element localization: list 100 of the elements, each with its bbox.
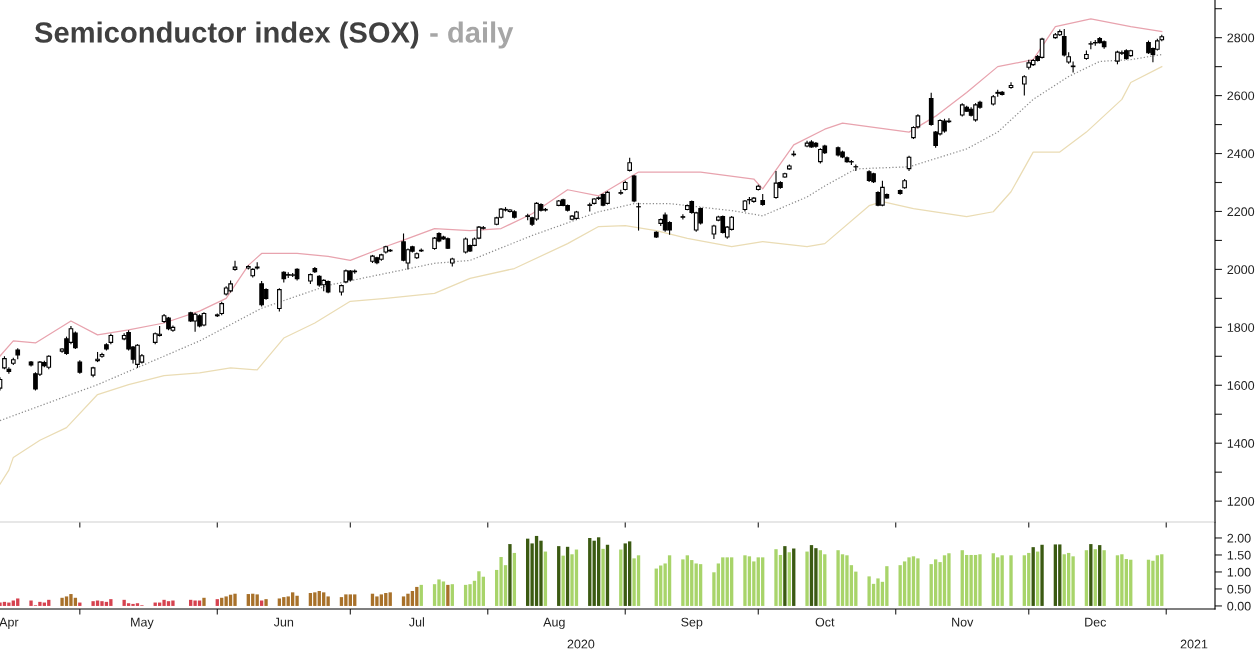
bar	[698, 564, 703, 606]
bar	[588, 537, 592, 606]
bar	[401, 596, 406, 606]
bar	[814, 548, 818, 606]
bar	[7, 602, 11, 606]
bar	[565, 546, 570, 606]
bar	[344, 594, 348, 606]
y-tick-label: 2800	[1227, 33, 1255, 43]
bar	[1115, 555, 1120, 606]
bar	[667, 555, 672, 606]
bar	[809, 545, 814, 606]
bar	[743, 555, 747, 606]
bar	[1009, 555, 1013, 606]
bar	[747, 556, 752, 606]
candlestick	[277, 287, 282, 312]
bar	[375, 596, 379, 606]
text: 2020	[567, 639, 595, 649]
bar	[1120, 554, 1124, 606]
bar	[725, 557, 729, 606]
bar	[942, 555, 947, 606]
bar	[730, 557, 734, 606]
bar	[898, 565, 902, 606]
bar	[69, 594, 73, 606]
bar	[605, 544, 610, 606]
bar	[876, 578, 880, 606]
bar	[135, 603, 140, 606]
bar	[623, 543, 627, 606]
bar	[463, 584, 468, 606]
bar	[162, 599, 166, 606]
bar	[308, 593, 313, 606]
bar	[783, 546, 787, 606]
bar	[592, 540, 596, 606]
y-tick-label: 1400	[1227, 439, 1255, 448]
candlestick	[401, 232, 406, 262]
bar	[1129, 559, 1133, 606]
bar	[570, 554, 574, 606]
bar	[1098, 545, 1102, 606]
bar	[193, 600, 197, 606]
text: Semiconductor index (SOX)	[34, 21, 419, 49]
bar	[761, 557, 765, 606]
bar	[468, 584, 472, 606]
bar	[840, 554, 845, 606]
bar	[867, 576, 871, 606]
candlestick	[534, 201, 539, 222]
bar	[379, 594, 384, 606]
bar	[1155, 555, 1160, 606]
bar	[561, 555, 565, 606]
bar	[291, 592, 295, 606]
bar	[1053, 544, 1058, 606]
bar	[774, 549, 778, 606]
x-tick-label: May	[131, 617, 154, 629]
y-tick-label: 0.00	[1227, 601, 1251, 611]
bar	[171, 600, 175, 606]
bar	[286, 596, 290, 606]
bar	[1084, 550, 1089, 606]
bar	[410, 590, 415, 606]
bar	[933, 559, 938, 606]
bar	[1160, 554, 1164, 606]
bar	[0, 602, 2, 606]
bar	[1031, 547, 1035, 606]
bar	[326, 596, 330, 606]
candlestick	[636, 202, 641, 232]
bar	[246, 594, 250, 606]
bar	[1093, 549, 1097, 606]
x-tick-label: Apr	[0, 617, 19, 629]
bar	[973, 554, 978, 606]
bar	[996, 557, 1000, 606]
bar	[1071, 556, 1075, 606]
text: 2021	[1180, 639, 1208, 649]
y-tick-label: 2600	[1227, 91, 1255, 101]
candlestick	[1021, 74, 1027, 97]
bar	[596, 537, 601, 606]
bar	[539, 540, 543, 606]
y-tick-label: 1.00	[1227, 567, 1251, 577]
bar	[388, 592, 392, 606]
bar	[681, 559, 685, 606]
bar	[317, 590, 321, 606]
bar	[978, 554, 982, 606]
bar	[508, 544, 512, 606]
bar	[836, 550, 840, 606]
bar	[845, 555, 849, 606]
candlestick	[680, 213, 686, 221]
bar	[29, 600, 33, 606]
bar	[969, 554, 973, 606]
bar	[47, 599, 51, 606]
y-tick-label: 2000	[1227, 265, 1255, 275]
bar	[419, 584, 423, 606]
y-tick-label: 2.00	[1227, 533, 1251, 543]
bar	[277, 598, 282, 606]
bar	[911, 556, 916, 606]
bar	[38, 601, 42, 606]
candlestick	[880, 180, 885, 207]
bar	[756, 557, 760, 606]
bar	[224, 596, 228, 606]
bar	[965, 554, 969, 606]
line-series	[0, 18, 1163, 357]
bar	[255, 594, 259, 606]
bar	[1022, 555, 1026, 606]
bar	[1000, 555, 1004, 606]
bar	[1027, 552, 1031, 606]
